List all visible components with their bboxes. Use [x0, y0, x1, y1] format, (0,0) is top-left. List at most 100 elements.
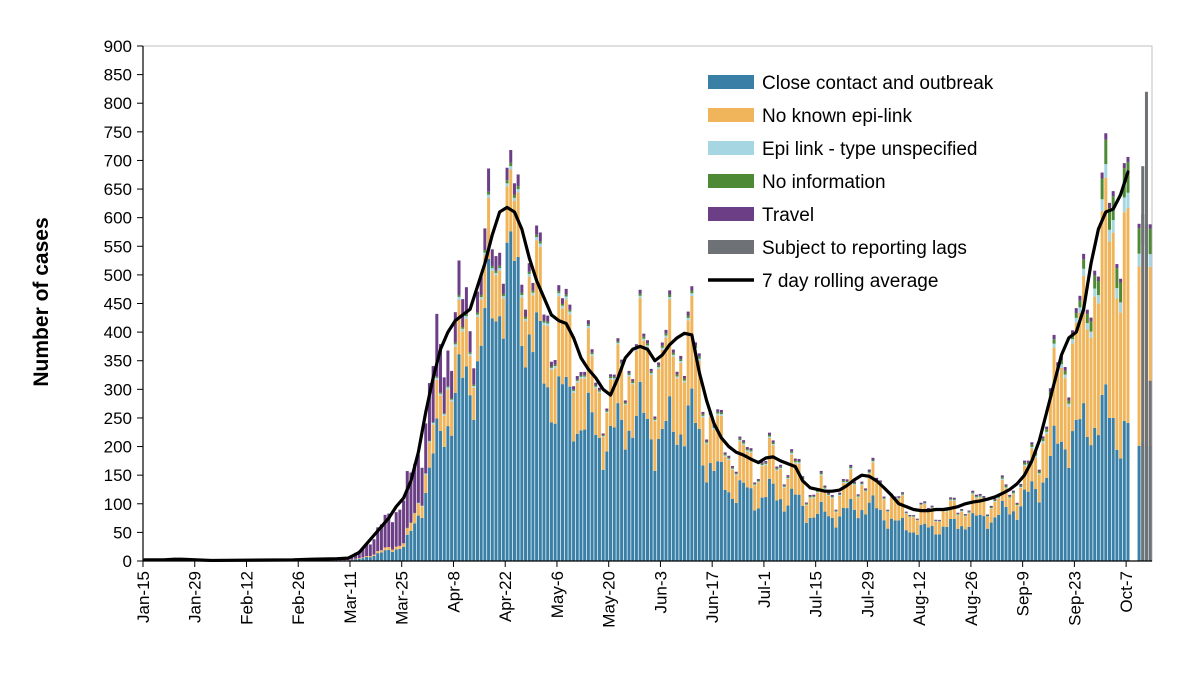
- bar-segment: [420, 506, 424, 518]
- bar-segment: [612, 427, 616, 561]
- bar-segment: [568, 314, 572, 387]
- bar-segment: [616, 341, 620, 343]
- bar-segment: [682, 375, 686, 379]
- legend-label: Subject to reporting lags: [762, 238, 967, 259]
- bar-segment: [753, 482, 757, 484]
- bar-segment: [1063, 374, 1067, 379]
- bar-segment: [753, 483, 757, 485]
- bar-segment: [1119, 278, 1123, 283]
- bar-segment: [631, 383, 635, 385]
- bar-segment: [564, 299, 568, 377]
- bar-segment: [501, 283, 505, 294]
- bar-segment: [1082, 253, 1086, 260]
- bar-segment: [653, 416, 657, 419]
- bar-segment: [941, 526, 945, 561]
- bar-segment: [1122, 420, 1126, 561]
- bar-segment: [512, 197, 516, 201]
- bar-segment: [535, 234, 539, 238]
- bar-segment: [923, 503, 927, 505]
- bar-segment: [986, 514, 990, 516]
- bar-segment: [708, 416, 712, 464]
- bar-segment: [701, 414, 705, 416]
- bar-segment: [686, 317, 690, 321]
- bar-segment: [616, 342, 620, 345]
- bar-segment: [779, 467, 783, 469]
- bar-segment: [745, 450, 749, 452]
- bar-segment: [597, 437, 601, 561]
- bar-segment: [642, 333, 646, 337]
- bar-segment: [664, 335, 668, 338]
- bar-segment: [1037, 473, 1041, 475]
- bar-segment: [816, 513, 820, 561]
- bar-segment: [827, 492, 831, 494]
- bar-segment: [1108, 202, 1111, 209]
- bar-segment: [960, 511, 964, 527]
- bar-segment: [997, 496, 1001, 498]
- bar-segment: [956, 512, 960, 514]
- bar-segment: [442, 377, 446, 414]
- bar-segment: [923, 502, 927, 504]
- bar-segment: [749, 450, 753, 452]
- bar-segment: [712, 429, 716, 471]
- bar-segment: [475, 314, 479, 317]
- bar-segment: [1137, 223, 1141, 229]
- bar-segment: [549, 369, 553, 423]
- bar-segment: [719, 414, 723, 416]
- bar-segment: [475, 317, 479, 362]
- bar-segment: [1056, 443, 1060, 561]
- bar-segment: [823, 488, 827, 490]
- bar-segment: [1104, 384, 1108, 561]
- bar-segment: [516, 192, 520, 257]
- bar-segment: [834, 527, 838, 561]
- bar-segment: [590, 352, 594, 355]
- bar-segment: [623, 403, 627, 406]
- bar-segment: [801, 476, 805, 478]
- bar-segment: [535, 225, 539, 235]
- bar-segment: [1019, 483, 1023, 486]
- bar-segment: [753, 484, 757, 486]
- bar-segment: [1144, 91, 1148, 561]
- bar-segment: [978, 496, 982, 498]
- bar-segment: [461, 328, 465, 332]
- bar-segment: [697, 428, 701, 561]
- bar-segment: [501, 296, 505, 299]
- x-tick-label: Jul-15: [807, 571, 826, 617]
- bar-segment: [560, 308, 564, 385]
- bar-segment: [690, 388, 694, 561]
- bar-segment: [753, 485, 757, 511]
- bar-segment: [1115, 264, 1119, 269]
- bar-segment: [472, 419, 476, 561]
- bar-segment: [782, 485, 786, 487]
- bar-segment: [816, 492, 820, 514]
- bar-segment: [579, 375, 583, 377]
- bar-segment: [583, 429, 587, 561]
- bar-segment: [797, 458, 801, 461]
- bar-segment: [1119, 302, 1123, 313]
- bar-segment: [405, 528, 409, 535]
- bar-segment: [756, 508, 760, 561]
- bar-segment: [919, 505, 923, 526]
- bar-segment: [849, 498, 853, 561]
- bar-segment: [845, 479, 849, 482]
- bar-segment: [365, 557, 369, 561]
- bar-segment: [631, 379, 635, 382]
- bar-segment: [376, 527, 380, 552]
- bar-segment: [435, 376, 439, 378]
- bar-segment: [531, 352, 535, 561]
- bar-segment: [782, 484, 786, 486]
- bar-segment: [993, 501, 997, 518]
- bar-segment: [531, 292, 535, 296]
- bar-segment: [487, 191, 491, 195]
- bar-segment: [682, 378, 686, 381]
- bar-segment: [520, 345, 524, 561]
- bar-segment: [431, 366, 435, 423]
- bar-segment: [856, 518, 860, 561]
- bar-segment: [886, 528, 890, 561]
- rolling-average-layer: [143, 170, 1130, 563]
- y-tick-label: 0: [123, 552, 132, 571]
- bar-segment: [413, 513, 417, 524]
- bar-segment: [727, 492, 731, 561]
- bar-segment: [1148, 224, 1152, 229]
- bar-segment: [760, 497, 764, 561]
- bar-segment: [1078, 419, 1082, 561]
